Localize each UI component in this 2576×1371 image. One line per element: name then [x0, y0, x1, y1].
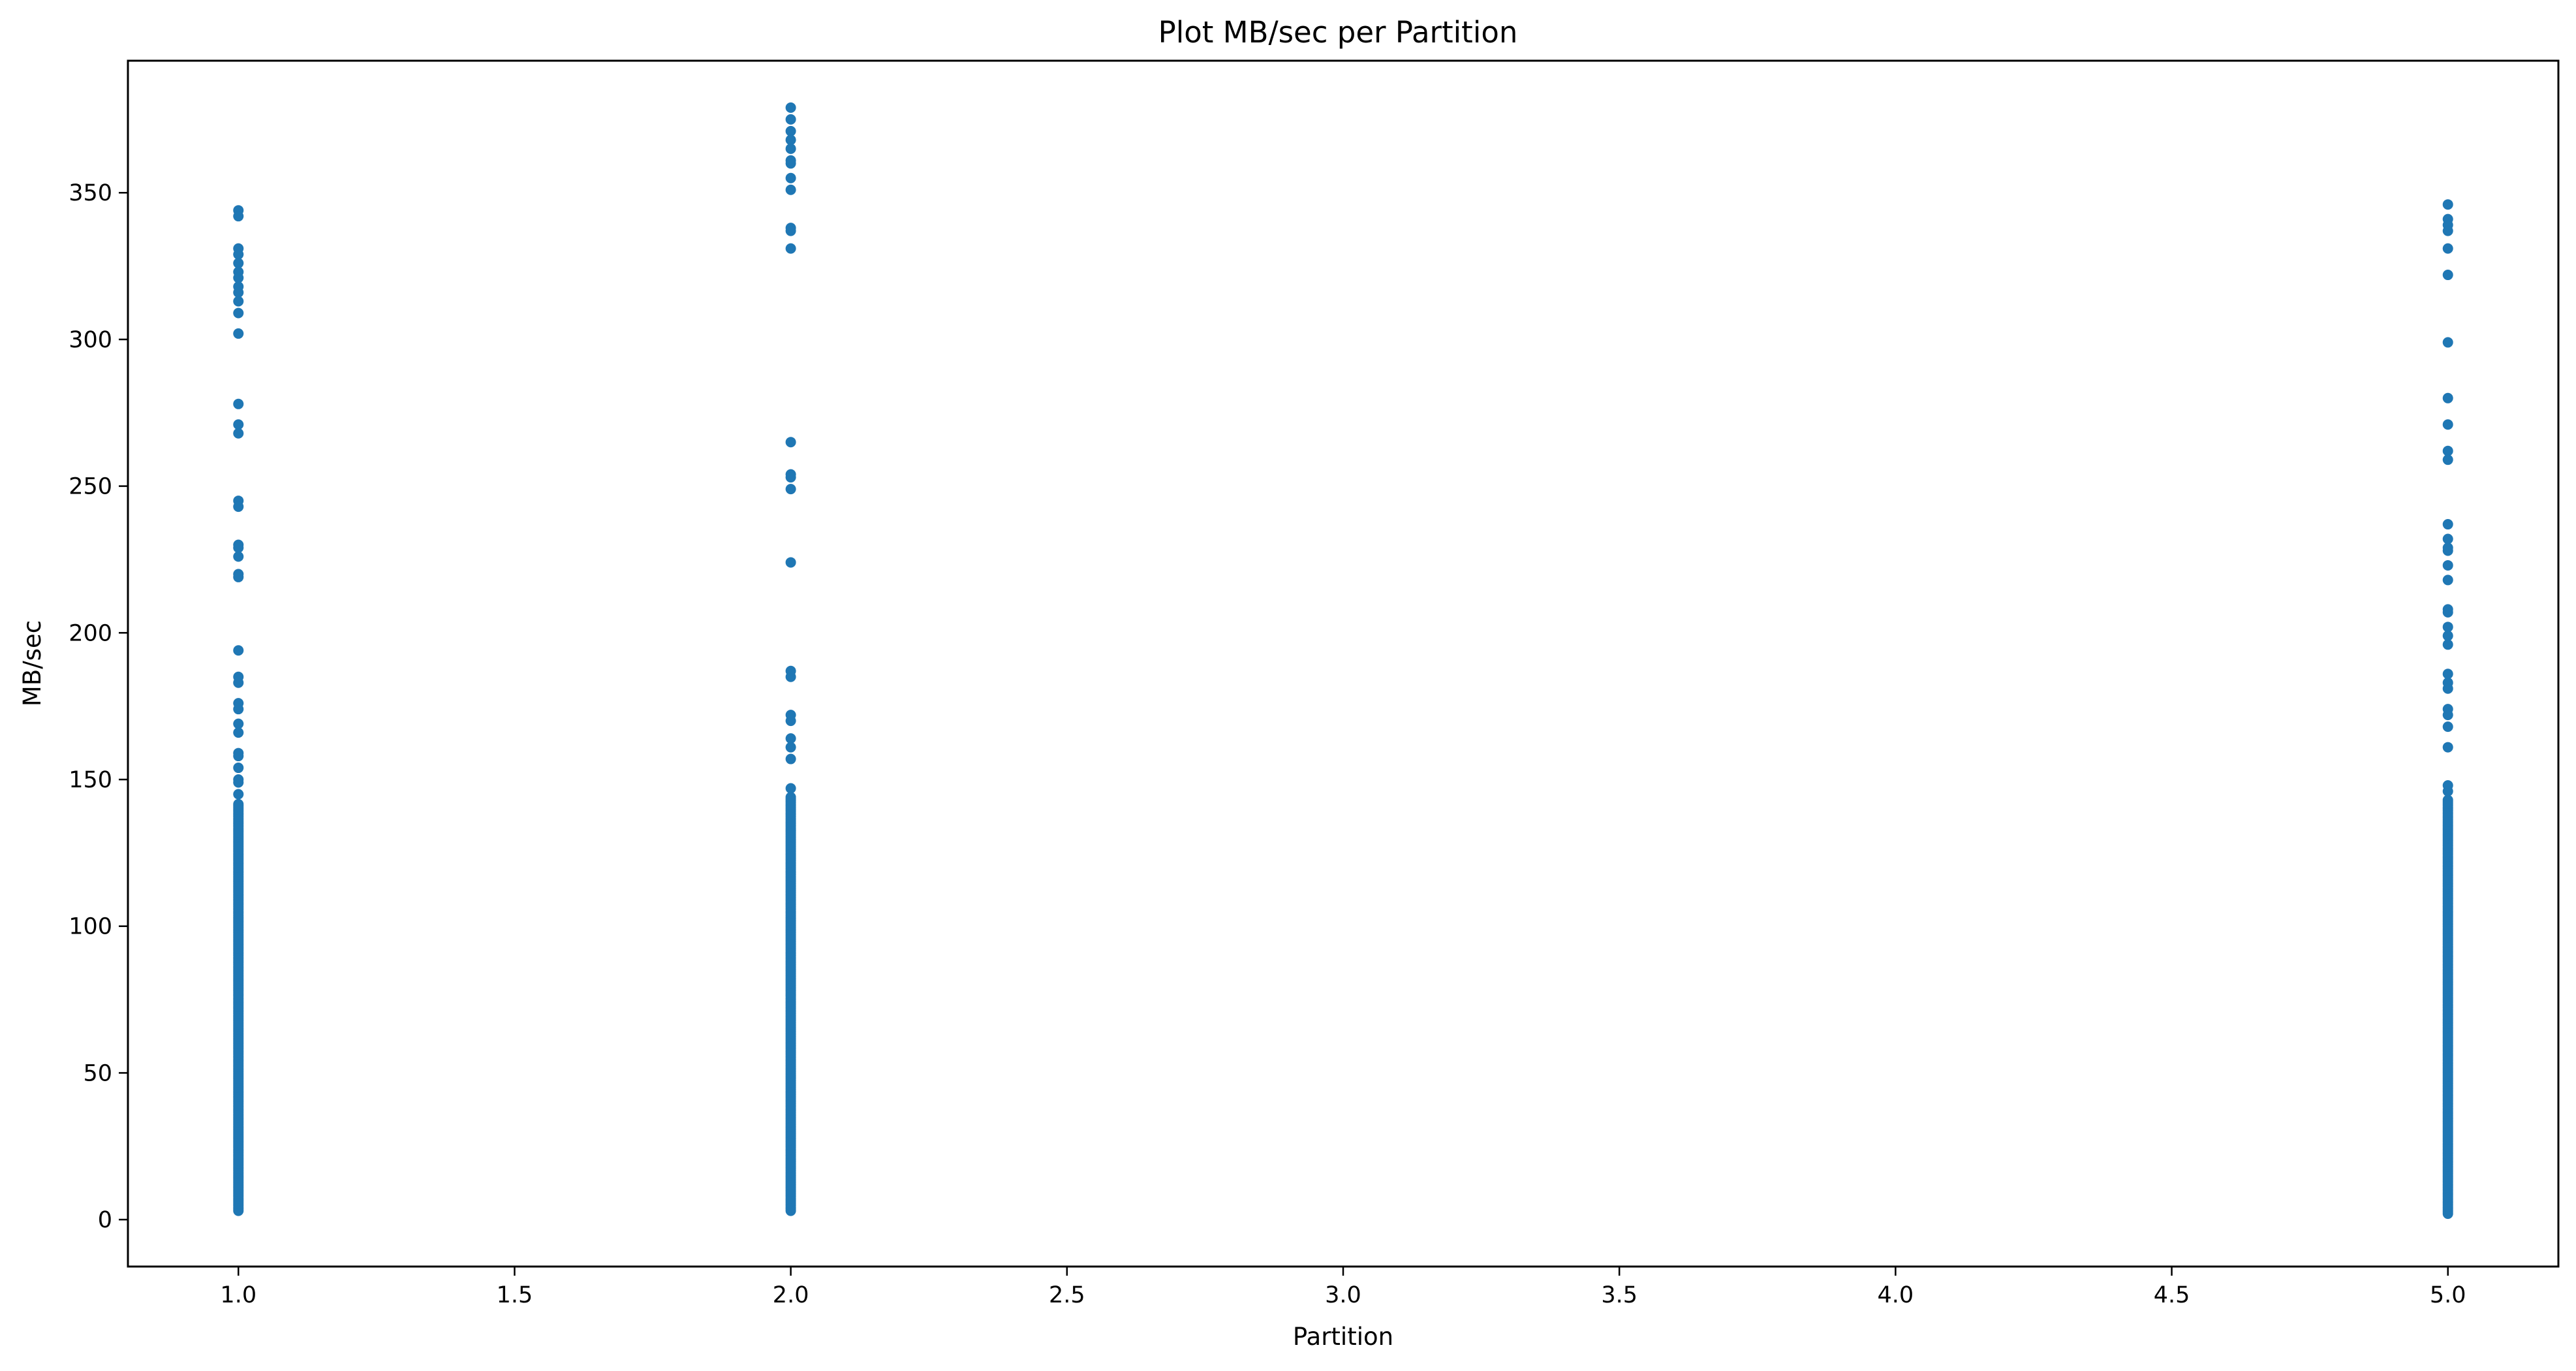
data-point — [2442, 454, 2453, 465]
data-point — [785, 158, 796, 169]
data-point — [233, 704, 244, 715]
x-tick-label: 3.0 — [1325, 1282, 1361, 1308]
x-axis-ticks: 1.0 1.5 2.0 2.5 3.0 3.5 4.0 4.5 5.0 — [220, 1267, 2466, 1308]
data-point — [785, 753, 796, 764]
data-points — [233, 102, 2453, 1220]
data-point — [785, 184, 796, 195]
data-point — [2442, 519, 2453, 530]
x-tick-label: 2.5 — [1049, 1282, 1085, 1308]
x-tick-label: 1.0 — [220, 1282, 256, 1308]
data-point — [233, 211, 244, 222]
y-tick-label: 250 — [69, 474, 112, 500]
data-point — [233, 763, 244, 774]
data-point — [785, 134, 796, 146]
data-point — [785, 472, 796, 483]
data-point — [2442, 575, 2453, 586]
data-point — [2442, 225, 2453, 236]
data-point — [233, 307, 244, 319]
data-point — [2442, 243, 2453, 254]
data-point — [785, 143, 796, 154]
data-point — [233, 542, 244, 553]
data-point — [2442, 337, 2453, 348]
data-point — [2442, 545, 2453, 556]
data-point — [785, 557, 796, 568]
data-point — [233, 551, 244, 562]
data-point — [233, 296, 244, 307]
data-point — [785, 484, 796, 495]
data-point — [2442, 392, 2453, 403]
chart-title: Plot MB/sec per Partition — [1158, 15, 1518, 50]
x-tick-label: 4.0 — [1878, 1282, 1914, 1308]
data-point — [233, 727, 244, 738]
data-point — [233, 501, 244, 512]
data-point — [2442, 630, 2453, 641]
data-point — [233, 258, 244, 269]
data-point — [2442, 669, 2453, 680]
data-point — [233, 287, 244, 298]
data-point — [2442, 559, 2453, 571]
data-point — [785, 437, 796, 448]
data-point — [2442, 622, 2453, 633]
y-tick-label: 200 — [69, 620, 112, 646]
data-point — [785, 742, 796, 753]
data-point — [785, 125, 796, 136]
data-point — [785, 243, 796, 254]
data-point — [2442, 607, 2453, 618]
data-point — [233, 789, 244, 800]
data-point — [233, 249, 244, 260]
y-tick-label: 50 — [83, 1060, 112, 1086]
data-point — [785, 791, 796, 802]
data-point — [233, 777, 244, 788]
y-tick-label: 150 — [69, 767, 112, 793]
data-point — [785, 172, 796, 183]
data-point — [233, 751, 244, 762]
data-point — [2442, 533, 2453, 544]
y-tick-label: 0 — [98, 1207, 112, 1233]
data-point — [2442, 721, 2453, 733]
data-point — [2442, 199, 2453, 210]
data-point — [233, 398, 244, 409]
data-point — [233, 419, 244, 430]
data-point — [785, 102, 796, 113]
x-tick-label: 3.5 — [1601, 1282, 1637, 1308]
data-point — [2442, 742, 2453, 753]
data-point — [2442, 785, 2453, 796]
data-point — [233, 718, 244, 729]
data-point — [2442, 639, 2453, 650]
y-tick-label: 300 — [69, 327, 112, 353]
data-point — [785, 225, 796, 236]
y-axis-label: MB/sec — [18, 620, 46, 706]
data-point — [785, 716, 796, 727]
y-tick-label: 350 — [69, 180, 112, 206]
data-point — [2442, 419, 2453, 430]
data-point — [233, 328, 244, 339]
data-point — [2442, 710, 2453, 721]
plot-area-frame — [127, 59, 2560, 1268]
data-point — [233, 428, 244, 439]
data-point — [233, 645, 244, 656]
x-tick-label: 4.5 — [2154, 1282, 2190, 1308]
data-point — [785, 671, 796, 682]
data-point — [2442, 445, 2453, 456]
data-point — [2442, 270, 2453, 281]
y-axis-ticks: 0 50 100 150 200 250 300 350 — [69, 180, 128, 1233]
data-point — [2442, 683, 2453, 694]
data-point — [233, 571, 244, 582]
data-point — [233, 677, 244, 688]
x-tick-label: 1.5 — [497, 1282, 533, 1308]
x-axis-label: Partition — [1293, 1323, 1393, 1351]
y-tick-label: 100 — [69, 914, 112, 940]
data-point — [2442, 795, 2453, 806]
data-point — [785, 733, 796, 744]
data-point — [233, 272, 244, 283]
x-tick-label: 5.0 — [2430, 1282, 2466, 1308]
x-tick-label: 2.0 — [773, 1282, 809, 1308]
data-point — [785, 114, 796, 125]
data-point — [233, 798, 244, 810]
data-point — [785, 783, 796, 794]
